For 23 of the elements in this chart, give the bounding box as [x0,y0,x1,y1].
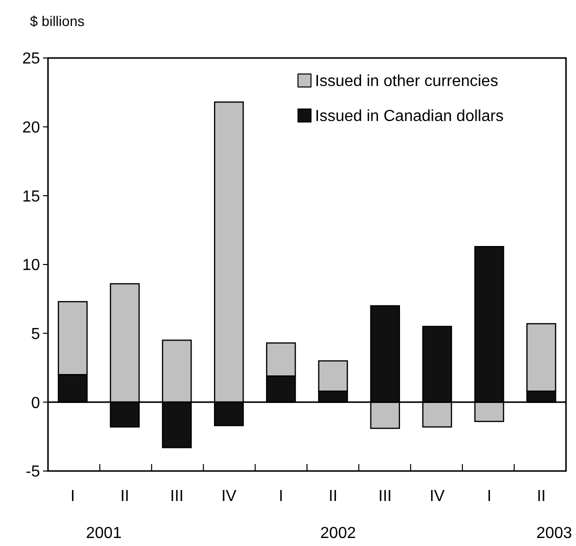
x-tick-label: II [120,488,130,505]
y-tick-label: 0 [31,394,40,412]
y-tick-label: -5 [26,464,40,481]
x-tick-label: I [278,488,284,505]
x-tick-label: II [328,488,338,505]
y-tick-label: 5 [31,326,40,343]
x-tick-label: III [378,488,392,505]
legend-label: Issued in other currencies [315,73,498,90]
x-tick-label: IV [221,488,237,505]
text: 2001 [86,525,122,542]
y-tick-label: 25 [22,50,40,68]
y-axis-title: $ billions [30,13,84,29]
text: 2003 [536,525,572,542]
text: 2002 [320,525,356,542]
y-tick-label: 20 [22,119,40,136]
x-tick-label: I [486,488,492,505]
x-tick-label: III [170,488,184,505]
legend-label: Issued in Canadian dollars [315,108,504,126]
x-tick-label: II [536,488,546,505]
x-tick-label: IV [430,488,446,505]
y-tick-label: 10 [22,257,40,274]
x-tick-label: I [70,488,75,505]
y-tick-label: 15 [22,188,40,206]
